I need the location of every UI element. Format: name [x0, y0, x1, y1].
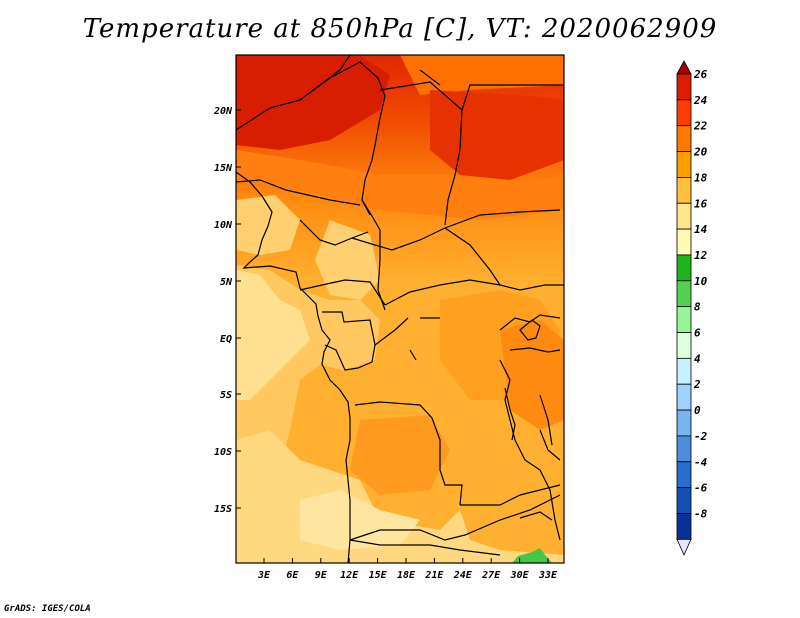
colorbar-swatch: [676, 461, 692, 489]
colorbar-swatch: [676, 409, 692, 437]
colorbar-label: 16: [694, 197, 708, 210]
colorbar-swatch: [676, 99, 692, 127]
latitude-label: 10S: [214, 447, 232, 458]
country-borders: [236, 55, 564, 563]
colorbar-label: 26: [693, 68, 708, 81]
longitude-label: 3E: [257, 570, 271, 581]
colorbar-swatch: [676, 332, 692, 359]
colorbar-swatch: [676, 176, 692, 204]
colorbar-swatch: [676, 513, 692, 540]
colorbar-label: 20: [693, 146, 708, 159]
longitude-label: 12E: [340, 570, 359, 581]
colorbar-swatch: [676, 202, 692, 230]
colorbar-swatch: [676, 487, 692, 514]
colorbar-label: 18: [694, 171, 708, 184]
colorbar-swatch: [676, 435, 692, 463]
colorbar-label: 22: [693, 120, 708, 133]
colorbar-swatch: [676, 125, 692, 152]
latitude-label: 5S: [220, 390, 232, 401]
longitude-label: 9E: [315, 570, 328, 581]
longitude-label: 21E: [424, 570, 444, 581]
temperature-field: [236, 55, 564, 563]
longitude-label: 24E: [453, 570, 473, 581]
lakes: [409, 317, 553, 521]
colorbar-max-arrow: [676, 60, 692, 75]
colorbar-swatch: [676, 228, 692, 256]
map-frame: [235, 54, 565, 564]
colorbar-swatch: [676, 280, 692, 308]
latitude-axis: 20N 15N 10N 5N EQ 5S 10S 15S: [213, 106, 241, 515]
latitude-label: 10N: [214, 220, 233, 231]
latitude-label: EQ: [220, 334, 232, 345]
longitude-label: 27E: [481, 570, 501, 581]
colorbar-swatch: [676, 151, 692, 178]
latitude-label: 15N: [214, 163, 233, 174]
longitude-label: 15E: [369, 570, 388, 581]
longitude-label: 18E: [397, 570, 416, 581]
latitude-label: 15S: [214, 504, 232, 515]
colorbar-label: 6: [694, 327, 701, 340]
latitude-label: 20N: [213, 106, 233, 117]
longitude-label: 6E: [286, 570, 299, 581]
colorbar-label: -8: [694, 507, 708, 520]
colorbar-label: 8: [694, 301, 701, 314]
colorbar-label: -4: [694, 456, 708, 469]
latitude-label: 5N: [220, 277, 233, 288]
colorbar-label: 24: [693, 94, 708, 107]
map-title: Temperature at 850hPa [C], VT: 202006290…: [82, 14, 718, 44]
grads-credit: GrADS: IGES/COLA: [4, 604, 91, 614]
colorbar-swatch: [676, 306, 692, 333]
longitude-label: 33E: [538, 570, 558, 581]
colorbar-swatch: [676, 254, 692, 282]
colorbar-label: 0: [694, 404, 701, 417]
colorbar-label: -6: [694, 482, 708, 495]
colorbar-label: 14: [694, 223, 708, 236]
colorbar-min-arrow: [676, 538, 692, 556]
colorbar-label: 2: [693, 378, 701, 391]
colorbar-swatch: [676, 73, 692, 101]
colorbar-swatch: [676, 357, 692, 385]
colorbar-label: 10: [694, 275, 708, 288]
colorbar-label: 12: [694, 249, 708, 262]
colorbar-swatch: [676, 383, 692, 411]
colorbar-label: -2: [694, 430, 708, 443]
colorbar-label: 4: [694, 352, 701, 365]
longitude-axis: 3E 6E 9E 12E 15E 18E 21E 24E 27E 30E 33E: [257, 558, 558, 581]
longitude-label: 30E: [510, 570, 530, 581]
